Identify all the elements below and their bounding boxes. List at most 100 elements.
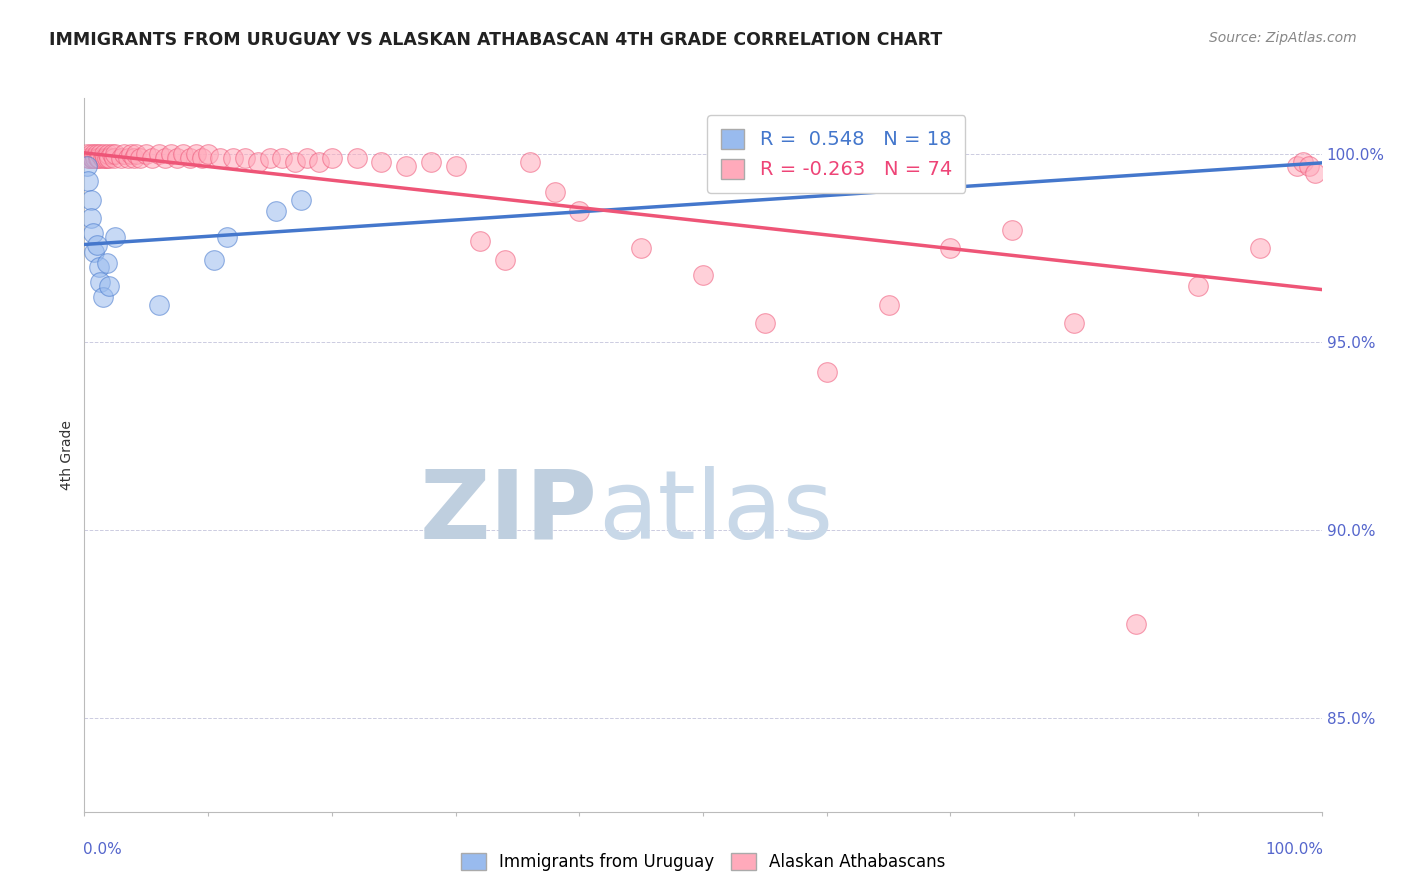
Point: [86, 147, 108, 161]
Point: [1063, 317, 1085, 331]
Point: [112, 147, 135, 161]
Point: [82, 151, 104, 165]
Point: [290, 193, 312, 207]
Point: [1187, 279, 1209, 293]
Point: [1125, 616, 1147, 631]
Point: [630, 241, 652, 255]
Point: [96, 256, 118, 270]
Point: [94, 151, 117, 165]
Text: IMMIGRANTS FROM URUGUAY VS ALASKAN ATHABASCAN 4TH GRADE CORRELATION CHART: IMMIGRANTS FROM URUGUAY VS ALASKAN ATHAB…: [49, 31, 942, 49]
Point: [82, 227, 104, 241]
Point: [120, 147, 142, 161]
Point: [122, 151, 145, 165]
Point: [246, 155, 269, 169]
Point: [91, 151, 114, 165]
Point: [125, 147, 148, 161]
Point: [264, 203, 287, 218]
Point: [117, 151, 139, 165]
Legend: Immigrants from Uruguay, Alaskan Athabascans: Immigrants from Uruguay, Alaskan Athabas…: [453, 845, 953, 880]
Point: [89, 147, 111, 161]
Point: [91, 290, 114, 304]
Point: [80, 151, 103, 165]
Point: [141, 151, 163, 165]
Point: [939, 241, 962, 255]
Point: [77, 151, 100, 165]
Point: [79, 193, 101, 207]
Point: [79, 151, 101, 165]
Point: [77, 174, 100, 188]
Point: [1285, 159, 1308, 173]
Point: [83, 245, 105, 260]
Point: [148, 298, 170, 312]
Point: [89, 151, 111, 165]
Point: [83, 147, 105, 161]
Point: [346, 151, 368, 165]
Point: [104, 230, 127, 244]
Y-axis label: 4th Grade: 4th Grade: [60, 420, 75, 490]
Point: [395, 159, 418, 173]
Point: [103, 151, 125, 165]
Point: [877, 298, 900, 312]
Point: [84, 151, 107, 165]
Point: [494, 252, 516, 267]
Point: [259, 151, 281, 165]
Point: [1305, 166, 1327, 180]
Point: [321, 151, 343, 165]
Point: [419, 155, 441, 169]
Point: [184, 147, 207, 161]
Point: [295, 151, 318, 165]
Point: [370, 155, 392, 169]
Point: [76, 147, 98, 161]
Point: [76, 159, 98, 173]
Point: [470, 234, 492, 248]
Point: [692, 268, 714, 282]
Point: [209, 151, 232, 165]
Point: [104, 147, 127, 161]
Point: [1001, 222, 1024, 236]
Point: [1298, 159, 1320, 173]
Point: [754, 317, 776, 331]
Point: [79, 211, 101, 226]
Point: [222, 151, 245, 165]
Point: [79, 147, 101, 161]
Text: 0.0%: 0.0%: [83, 842, 122, 857]
Legend: R =  0.548   N = 18, R = -0.263   N = 74: R = 0.548 N = 18, R = -0.263 N = 74: [707, 115, 966, 193]
Point: [87, 151, 110, 165]
Point: [97, 147, 120, 161]
Point: [197, 147, 219, 161]
Point: [191, 151, 214, 165]
Point: [179, 151, 201, 165]
Point: [202, 252, 225, 267]
Point: [86, 237, 108, 252]
Point: [100, 147, 122, 161]
Point: [153, 151, 176, 165]
Point: [135, 147, 157, 161]
Point: [96, 151, 118, 165]
Point: [129, 151, 152, 165]
Point: [110, 151, 132, 165]
Text: Source: ZipAtlas.com: Source: ZipAtlas.com: [1209, 31, 1357, 45]
Point: [1292, 155, 1315, 169]
Point: [815, 365, 838, 379]
Point: [284, 155, 307, 169]
Point: [519, 155, 541, 169]
Point: [568, 203, 591, 218]
Point: [543, 185, 565, 199]
Point: [93, 147, 115, 161]
Point: [1249, 241, 1271, 255]
Point: [172, 147, 194, 161]
Point: [160, 147, 183, 161]
Point: [148, 147, 170, 161]
Point: [215, 230, 238, 244]
Point: [308, 155, 330, 169]
Point: [98, 279, 121, 293]
Point: [233, 151, 256, 165]
Point: [89, 275, 111, 289]
Text: 100.0%: 100.0%: [1265, 842, 1323, 857]
Point: [271, 151, 294, 165]
Point: [444, 159, 467, 173]
Text: atlas: atlas: [598, 466, 832, 558]
Point: [89, 260, 111, 274]
Text: ZIP: ZIP: [420, 466, 598, 558]
Point: [98, 151, 121, 165]
